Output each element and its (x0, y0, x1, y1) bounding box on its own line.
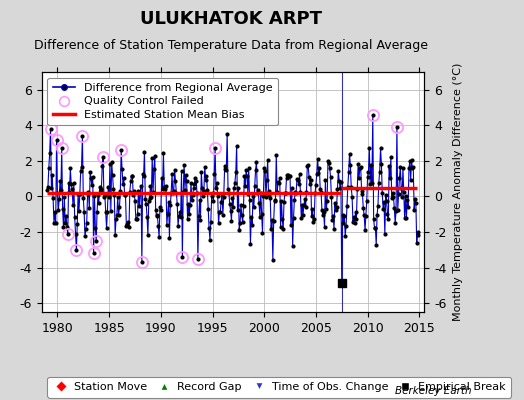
Text: Difference of Station Temperature Data from Regional Average: Difference of Station Temperature Data f… (34, 39, 428, 52)
Y-axis label: Monthly Temperature Anomaly Difference (°C): Monthly Temperature Anomaly Difference (… (453, 63, 464, 321)
Text: ULUKHATOK ARPT: ULUKHATOK ARPT (139, 10, 322, 28)
Text: Berkeley Earth: Berkeley Earth (395, 386, 472, 396)
Legend: Station Move, Record Gap, Time of Obs. Change, Empirical Break: Station Move, Record Gap, Time of Obs. C… (48, 376, 511, 398)
